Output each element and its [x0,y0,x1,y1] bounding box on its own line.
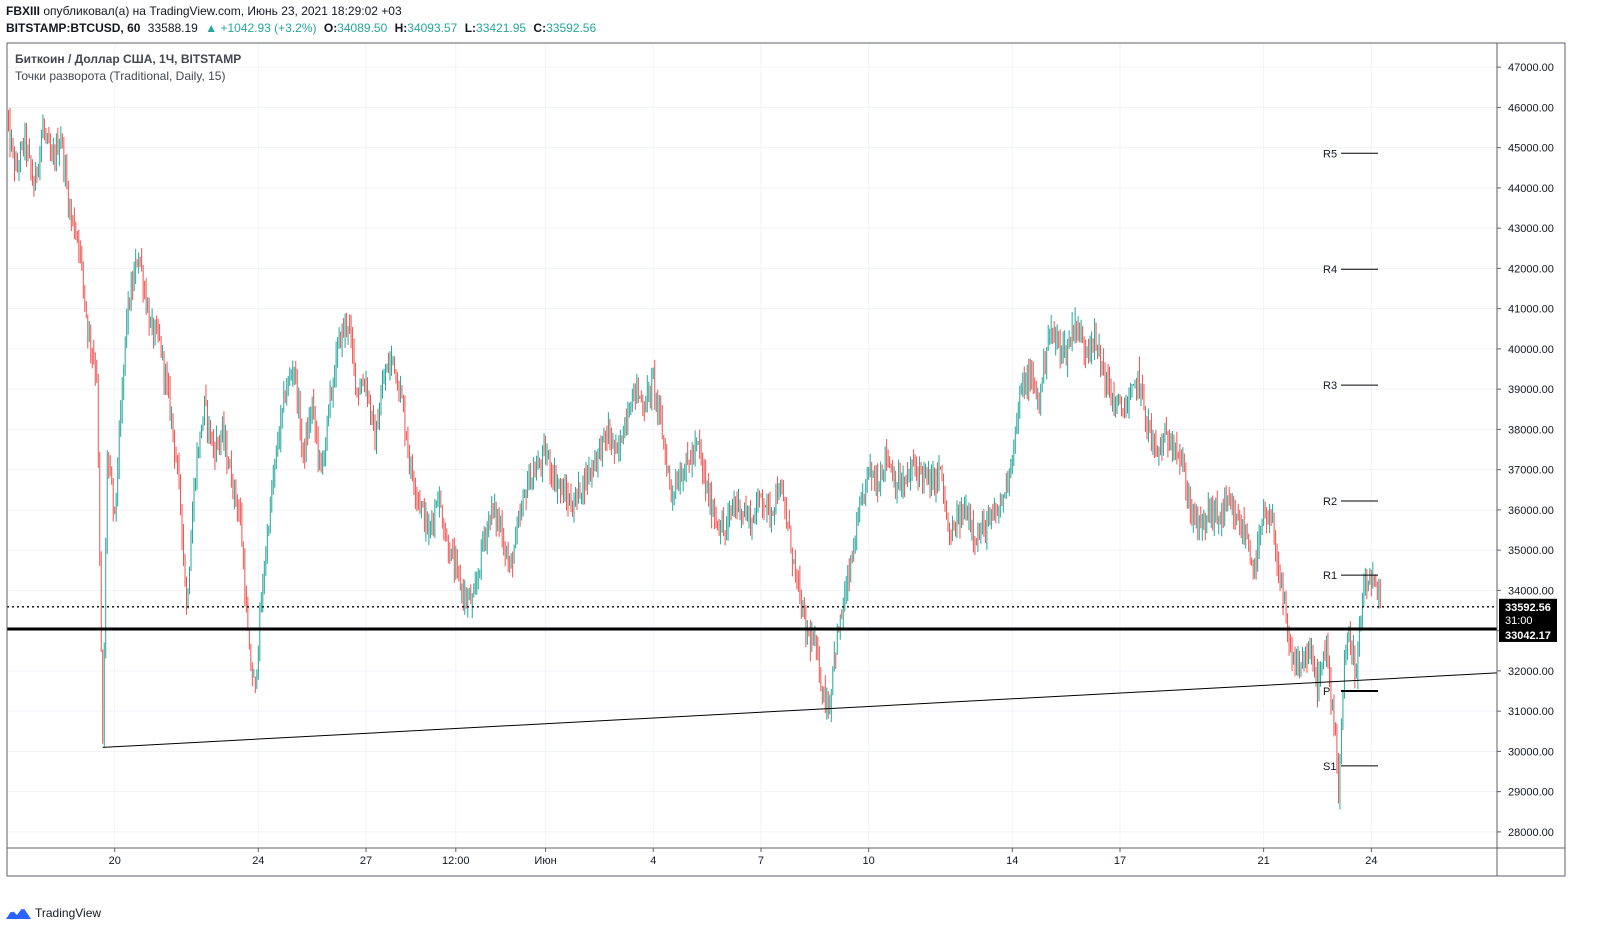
y-tick-label: 28000.00 [1508,827,1554,839]
y-tick-label: 42000.00 [1508,263,1554,275]
high-label: H: [394,21,408,35]
y-tick-label: 31000.00 [1508,706,1554,718]
pivot-label-p: P [1323,686,1330,698]
last-price-badge [1499,598,1557,628]
x-tick-label: 17 [1114,855,1126,867]
footer: TradingView [6,906,101,920]
y-tick-label: 45000.00 [1508,143,1554,155]
pivot-label-r3: R3 [1323,380,1337,392]
close-value: 33592.56 [546,21,597,35]
close-label: C: [533,21,547,35]
y-tick-label: 47000.00 [1508,62,1554,74]
x-tick-label: 20 [109,855,121,867]
chart-frame [6,42,1566,877]
pivot-label-r5: R5 [1323,148,1337,160]
x-tick-label: 14 [1006,855,1018,867]
candles [6,107,1381,810]
tradingview-logo-icon [6,906,31,919]
y-tick-label: 40000.00 [1508,344,1554,356]
y-tick-label: 41000.00 [1508,304,1554,316]
y-tick-label: 36000.00 [1508,505,1554,517]
indicator-label[interactable]: Точки разворота (Traditional, Daily, 15) [15,69,226,83]
x-tick-label: 24 [1365,855,1377,867]
horizontal-level-badge [1499,626,1557,642]
open-label: O: [323,21,338,35]
symbol-name: BITSTAMP:BTCUSD, 60 [6,21,141,35]
pivot-label-r1: R1 [1323,570,1337,582]
x-tick-label: 21 [1258,855,1270,867]
chart-overlays: R5 R4 R3 R2 R1 P S1 [7,148,1498,773]
countdown-label: 31:00 [1505,615,1533,627]
y-tick-label: 43000.00 [1508,223,1554,235]
pivot-label-r2: R2 [1323,496,1337,508]
author-name[interactable]: FBXIII [6,4,41,18]
chart-grid [7,43,1497,848]
y-tick-label: 44000.00 [1508,183,1554,195]
x-tick-label: 12:00 [442,855,470,867]
y-tick-label: 30000.00 [1508,746,1554,758]
y-tick-label: 34000.00 [1508,585,1554,597]
y-tick-label: 37000.00 [1508,465,1554,477]
x-tick-label: Июн [534,855,556,867]
low-label: L: [464,21,477,35]
y-tick-label: 32000.00 [1508,666,1554,678]
y-tick-label: 39000.00 [1508,384,1554,396]
change-arrow-icon: ▲ [205,21,218,35]
horizontal-level-badge-label: 33042.17 [1505,630,1551,642]
x-tick-label: 24 [252,855,264,867]
high-value: 34093.57 [407,21,458,35]
x-tick-label: 27 [360,855,372,867]
symbol-info: BITSTAMP:BTCUSD, 60 33588.19 ▲ +1042.93 … [6,21,596,35]
open-value: 34089.50 [337,21,388,35]
chart-axes: 28000.00 29000.00 30000.00 31000.00 32000.00… [6,42,1566,877]
pivot-label-r4: R4 [1323,264,1337,276]
x-tick-label: 7 [758,855,764,867]
low-value: 33421.95 [476,21,527,35]
x-tick-label: 10 [863,855,875,867]
y-tick-label: 35000.00 [1508,545,1554,557]
price-change: +1042.93 (+3.2%) [220,21,317,35]
y-tick-label: 46000.00 [1508,102,1554,114]
published-text: опубликовал(а) на TradingView.com, Июнь … [43,4,402,18]
y-tick-label: 38000.00 [1508,424,1554,436]
footer-brand[interactable]: TradingView [35,906,102,920]
publish-info: FBXIII опубликовал(а) на TradingView.com… [6,4,402,18]
pivot-label-s1: S1 [1323,761,1336,773]
chart-title: Биткоин / Доллар США, 1Ч, BITSTAMP [15,52,242,66]
last-price-badge-label: 33592.56 [1505,602,1551,614]
support-trend-line [102,672,1498,748]
y-tick-label: 29000.00 [1508,787,1554,799]
x-tick-label: 4 [650,855,656,867]
last-price: 33588.19 [147,21,198,35]
